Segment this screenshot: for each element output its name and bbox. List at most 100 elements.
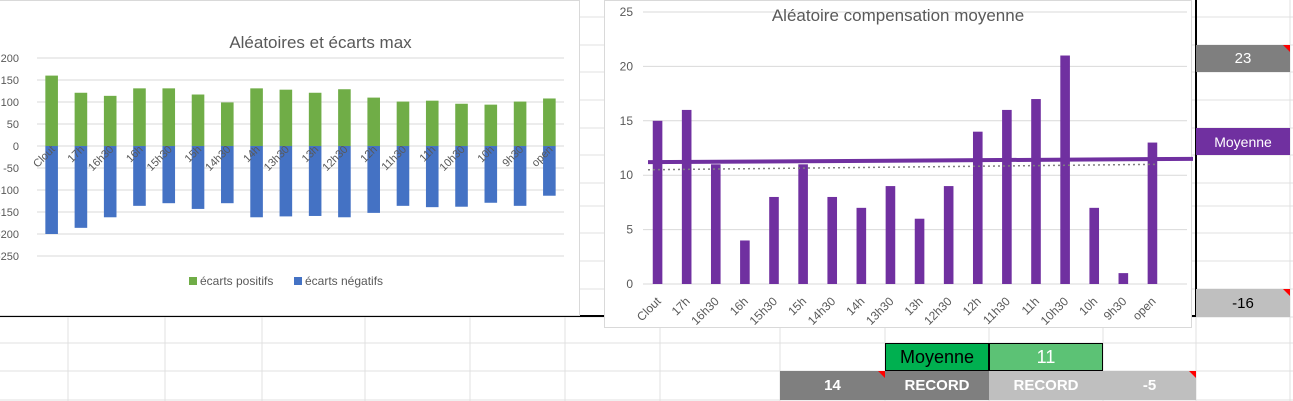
bar-positive (308, 92, 322, 146)
y-tick-label: -100 (0, 185, 19, 197)
bar (710, 164, 721, 284)
cell-record-right-label[interactable]: RECORD (989, 371, 1103, 400)
moyenne-label: Moyenne (899, 346, 975, 367)
y-tick-label: 150 (1, 75, 19, 87)
bar-negative (425, 146, 439, 208)
bar-positive (396, 101, 410, 146)
x-tick-label: 12h30 (921, 294, 955, 328)
chart-title: Aléatoires et écarts max (229, 33, 412, 52)
cell-moyenne-value[interactable]: 11 (989, 343, 1103, 371)
bar-positive (74, 92, 88, 146)
comment-marker (1283, 45, 1290, 52)
x-tick-label: 16h30 (688, 294, 722, 328)
x-tick-label: 12h (960, 294, 984, 318)
bar-positive (133, 88, 146, 146)
bar-positive (279, 89, 293, 146)
x-tick-label: 11h (1019, 294, 1042, 317)
bar (1147, 142, 1158, 284)
bar-positive (45, 75, 58, 146)
bar-negative (250, 146, 263, 218)
bar (885, 186, 896, 284)
x-tick-label: 10h30 (1038, 294, 1072, 328)
bar-negative (484, 146, 498, 203)
x-tick-label: 14h30 (805, 294, 839, 328)
bar (856, 207, 867, 284)
x-tick-label: 10h (1076, 294, 1100, 318)
bar-negative (45, 146, 58, 234)
y-tick-label: -250 (0, 251, 19, 263)
bar-negative (279, 146, 293, 217)
bar-positive (191, 94, 205, 146)
bar-positive (455, 103, 468, 146)
bar (681, 109, 692, 284)
x-tick-label: 9h30 (1101, 294, 1130, 323)
bar-negative (396, 146, 410, 206)
bar-positive (543, 98, 556, 146)
bar (652, 120, 663, 284)
bar-negative (162, 146, 176, 204)
cell-right-moyenne[interactable]: Moyenne (1196, 128, 1290, 155)
bar (798, 164, 808, 284)
bar-negative (103, 146, 117, 218)
bar-positive (162, 88, 176, 146)
bar-negative (133, 146, 146, 206)
comment-marker (878, 371, 885, 378)
x-tick-label: open (1130, 294, 1159, 323)
bar (827, 196, 838, 284)
cell-record-right-value[interactable]: -5 (1103, 371, 1196, 400)
legend-swatch-negative (294, 277, 302, 285)
legend-label-positive: écarts positifs (200, 274, 273, 288)
bar-positive (513, 101, 527, 146)
legend-swatch-positive (189, 277, 197, 285)
bar (740, 240, 750, 284)
legend-label-negative: écarts négatifs (305, 274, 383, 288)
right-bottom-value: -16 (1232, 294, 1254, 312)
bar-negative (191, 146, 205, 209)
bar-negative (308, 146, 322, 216)
record-right-label: RECORD (1013, 377, 1079, 394)
bar-negative (221, 146, 234, 204)
bar-positive (425, 100, 439, 146)
record-left-value: 14 (824, 377, 841, 394)
bar (1089, 207, 1100, 284)
record-left-label: RECORD (904, 377, 970, 394)
comment-marker (1283, 289, 1290, 296)
bar-negative (338, 146, 351, 218)
x-tick-label: 16h (727, 294, 751, 318)
y-tick-label: -150 (0, 207, 19, 219)
y-tick-label: 0 (626, 277, 633, 291)
right-top-value: 23 (1234, 50, 1252, 67)
x-tick-label: 17h (669, 294, 693, 318)
y-tick-label: 100 (1, 97, 19, 109)
bar (914, 218, 925, 284)
bar-negative (455, 146, 468, 207)
bar-negative (74, 146, 88, 228)
y-tick-label: 25 (620, 5, 634, 19)
x-tick-label: Clout (634, 294, 664, 324)
cell-moyenne-label[interactable]: Moyenne (885, 343, 989, 371)
x-tick-label: 15h30 (747, 294, 781, 328)
bar (1002, 109, 1012, 284)
chart-compensation-moyenne[interactable]: 25 20 15 10 5 0 Aléatoire compensation moyenne… (604, 0, 1194, 328)
x-tick-label: 14h (843, 294, 867, 318)
chart1-svg: Aléatoires et écarts max 200 150 100 50 0 -50 -… (0, 33, 564, 288)
moyenne-value: 11 (1036, 346, 1056, 367)
record-right-value: -5 (1142, 377, 1157, 394)
chart2-svg: 25 20 15 10 5 0 Aléatoire compensation moyenne… (620, 5, 1194, 328)
x-tick-label: 13h30 (863, 294, 897, 328)
bar-negative (543, 146, 556, 196)
trend-line (647, 163, 1158, 171)
bar-negative (513, 146, 527, 206)
cell-record-left-value[interactable]: 14 (780, 371, 885, 400)
y-tick-label: 5 (626, 223, 633, 237)
comment-marker (1189, 371, 1196, 378)
y-tick-label: 0 (13, 141, 19, 153)
cell-record-left-label[interactable]: RECORD (885, 371, 989, 400)
chart-aleatoires-ecarts[interactable]: Aléatoires et écarts max 200 150 100 50 0 -50 -… (0, 0, 580, 316)
bar-positive (103, 95, 117, 146)
cell-right-top-value[interactable]: 23 (1196, 45, 1290, 72)
y-tick-label: -200 (0, 229, 19, 241)
bar-positive (367, 97, 380, 146)
cell-right-bottom-value[interactable]: -16 (1196, 289, 1290, 317)
x-tick-label: 15h (785, 294, 809, 318)
